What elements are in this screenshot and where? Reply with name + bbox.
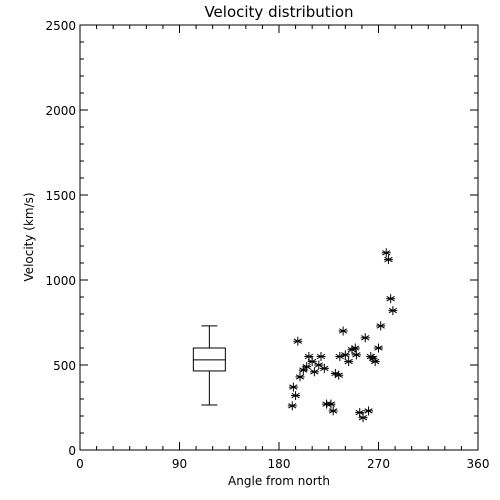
x-axis-label: Angle from north: [228, 474, 330, 488]
x-tick-label: 270: [367, 457, 390, 471]
data-point: [358, 413, 368, 423]
data-point: [293, 336, 303, 346]
y-axis-label: Velocity (km/s): [22, 192, 36, 281]
data-point: [388, 306, 398, 316]
data-point: [360, 333, 370, 343]
data-point: [288, 382, 298, 392]
data-point: [383, 255, 393, 265]
x-tick-label: 360: [467, 457, 490, 471]
data-point: [370, 357, 380, 367]
box-plot: [192, 325, 226, 406]
data-point: [287, 401, 297, 411]
data-point: [351, 350, 361, 360]
x-tick-label: 0: [76, 457, 84, 471]
y-tick-label: 1000: [45, 274, 76, 288]
data-point: [319, 363, 329, 373]
plot-frame: [79, 24, 479, 451]
y-tick-label: 500: [53, 359, 76, 373]
x-tick-label: 180: [268, 457, 291, 471]
chart-title: Velocity distribution: [204, 3, 353, 21]
y-tick-label: 1500: [45, 189, 76, 203]
data-point: [364, 406, 374, 416]
data-point: [376, 321, 386, 331]
data-point: [344, 357, 354, 367]
data-point: [326, 399, 336, 409]
y-tick-label: 0: [68, 444, 76, 458]
y-tick-label: 2000: [45, 104, 76, 118]
data-point: [309, 367, 319, 377]
axis-ticks: 0 90 180 270 360 0 500 1000 1500 2000 2500: [45, 19, 489, 471]
data-point: [340, 350, 350, 360]
data-point: [295, 372, 305, 382]
data-point: [314, 360, 324, 370]
data-point: [302, 362, 312, 372]
y-tick-label: 2500: [45, 19, 76, 33]
data-point: [350, 343, 360, 353]
data-point: [334, 370, 344, 380]
x-tick-label: 90: [172, 457, 187, 471]
data-point: [328, 406, 338, 416]
data-point: [374, 343, 383, 353]
scatter-points: [287, 248, 398, 423]
data-point: [381, 248, 391, 258]
data-point: [316, 352, 326, 361]
data-point: [291, 391, 301, 401]
data-point: [386, 294, 396, 304]
data-point: [338, 326, 348, 336]
